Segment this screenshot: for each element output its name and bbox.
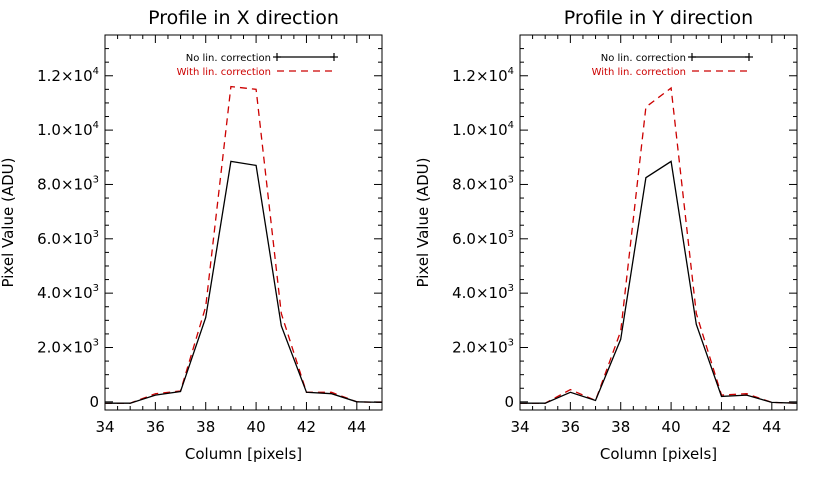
y-tick-label: 2.0×103	[37, 338, 99, 357]
y-axis-label: Pixel Value (ADU)	[414, 158, 432, 288]
y-tick-base: 8.0×10	[37, 175, 93, 193]
x-axis-label: Column [pixels]	[185, 445, 302, 463]
y-tick-exponent: 3	[508, 174, 514, 185]
y-tick-exponent: 4	[508, 66, 514, 77]
x-tick-label: 42	[712, 418, 731, 436]
y-tick-exponent: 4	[508, 120, 514, 131]
y-tick-label: 2.0×103	[452, 338, 514, 357]
y-tick-label: 1.0×104	[452, 120, 514, 139]
y-tick-base: 6.0×10	[37, 230, 93, 248]
y-axis-label: Pixel Value (ADU)	[0, 158, 17, 288]
series-line-no-lin-correction	[105, 160, 382, 404]
y-tick-exponent: 4	[93, 120, 99, 131]
chart-title: Profile in Y direction	[564, 7, 753, 29]
x-tick-label: 36	[146, 418, 165, 436]
plot-frame	[104, 34, 383, 411]
y-tick-label: 1.2×104	[37, 66, 99, 85]
y-tick-label: 1.2×104	[452, 66, 514, 85]
legend-label: No lin. correction	[186, 53, 271, 64]
y-tick-label: 6.0×103	[452, 229, 514, 248]
x-tick-label: 42	[297, 418, 316, 436]
x-tick-label: 38	[611, 418, 630, 436]
y-tick-base: 2.0×10	[37, 339, 93, 357]
y-tick-exponent: 3	[508, 338, 514, 349]
x-tick-label: 34	[510, 418, 529, 436]
y-tick-label: 0	[89, 393, 99, 411]
y-tick-exponent: 4	[93, 66, 99, 77]
y-tick-exponent: 3	[508, 229, 514, 240]
y-tick-label: 4.0×103	[37, 283, 99, 302]
legend-label: With lin. correction	[592, 67, 686, 78]
y-tick-base: 1.0×10	[37, 121, 93, 139]
y-tick-exponent: 3	[508, 283, 514, 294]
x-tick-label: 44	[347, 418, 366, 436]
y-tick-base: 1.0×10	[452, 121, 508, 139]
x-tick-label: 34	[95, 418, 114, 436]
y-tick-exponent: 3	[93, 174, 99, 185]
legend-label: With lin. correction	[177, 67, 271, 78]
y-tick-base: 6.0×10	[452, 230, 508, 248]
plot-frame	[519, 34, 798, 411]
x-tick-label: 44	[762, 418, 781, 436]
y-tick-label: 1.0×104	[37, 120, 99, 139]
series-line-with-lin-correction	[105, 85, 382, 404]
y-tick-base: 4.0×10	[452, 284, 508, 302]
series-line-no-lin-correction	[520, 160, 797, 404]
y-tick-exponent: 3	[93, 338, 99, 349]
x-tick-label: 36	[561, 418, 580, 436]
chart-title: Profile in X direction	[148, 7, 339, 29]
y-tick-label: 8.0×103	[452, 174, 514, 193]
y-tick-exponent: 3	[93, 229, 99, 240]
y-tick-base: 2.0×10	[452, 339, 508, 357]
y-tick-exponent: 3	[93, 283, 99, 294]
y-tick-label: 4.0×103	[452, 283, 514, 302]
series-line-with-lin-correction	[520, 86, 797, 404]
y-tick-label: 8.0×103	[37, 174, 99, 193]
y-tick-label: 0	[504, 393, 514, 411]
x-tick-label: 38	[196, 418, 215, 436]
legend-label: No lin. correction	[601, 53, 686, 64]
y-tick-base: 4.0×10	[37, 284, 93, 302]
x-tick-label: 40	[662, 418, 681, 436]
y-tick-label: 6.0×103	[37, 229, 99, 248]
x-tick-label: 40	[247, 418, 266, 436]
x-axis-label: Column [pixels]	[600, 445, 717, 463]
y-tick-base: 8.0×10	[452, 175, 508, 193]
y-tick-base: 1.2×10	[37, 67, 93, 85]
y-tick-base: 1.2×10	[452, 67, 508, 85]
